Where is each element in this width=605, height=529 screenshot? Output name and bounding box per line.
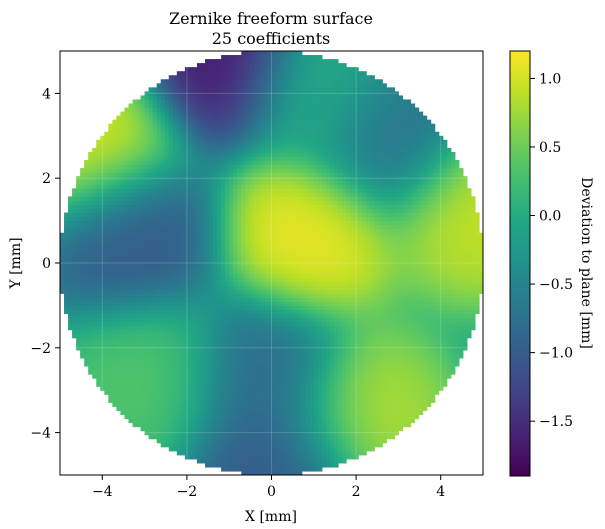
x-tick-label: 4 [436,484,445,500]
x-tick-label: 2 [352,484,361,500]
y-axis-ticks: −4 −2 0 2 4 [30,86,60,442]
y-tick-label: 0 [42,256,51,272]
y-tick-label: −2 [30,341,51,357]
colorbar-tick-label: 1.0 [539,71,561,87]
x-tick-label: −2 [177,484,198,500]
x-tick-label: 0 [267,484,276,500]
colorbar-tick-label: −0.5 [539,277,573,293]
colorbar-tick-label: 0.5 [539,140,561,156]
y-tick-label: 2 [42,171,51,187]
colorbar-ticks: −1.5 −1.0 −0.5 0.0 0.5 1.0 [530,71,573,430]
x-axis-ticks: −4 −2 0 2 4 [92,475,445,500]
colorbar-gradient [509,50,531,477]
plot-area: −4 −2 0 2 4 −4 −2 0 2 4 [30,50,484,500]
chart-title: Zernike freeform surface [169,9,373,28]
y-tick-label: 4 [42,86,51,102]
y-tick-label: −4 [30,426,51,442]
x-axis-label: X [mm] [245,509,297,525]
x-tick-label: −4 [92,484,113,500]
colorbar-label: Deviation to plane [mm] [578,177,594,349]
colorbar-tick-label: 0.0 [539,209,561,225]
y-axis-label: Y [mm] [8,237,24,289]
colorbar-tick-label: −1.5 [539,414,573,430]
surface-heatmap [60,51,483,475]
colorbar: −1.5 −1.0 −0.5 0.0 0.5 1.0 Deviation to plane… [509,50,594,477]
chart-subtitle: 25 coefficients [212,29,330,48]
colorbar-tick-label: −1.0 [539,346,573,362]
grid-lines [60,51,483,475]
